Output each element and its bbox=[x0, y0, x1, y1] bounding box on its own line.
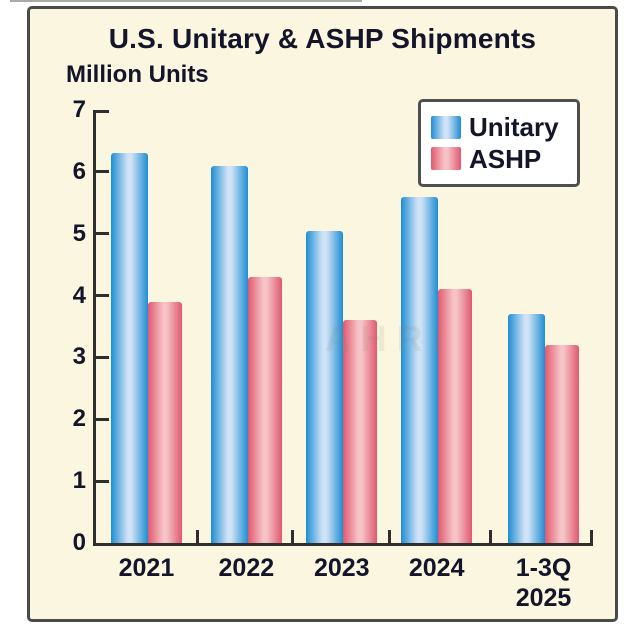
x-axis-end-tick bbox=[590, 530, 593, 543]
bar-ashp-1 bbox=[247, 277, 282, 543]
chart-title: U.S. Unitary & ASHP Shipments bbox=[108, 23, 537, 54]
ashp-swatch bbox=[431, 147, 461, 171]
y-tick-label: 0 bbox=[72, 529, 86, 556]
bar-group bbox=[306, 110, 378, 543]
legend-label-unitary: Unitary bbox=[469, 112, 559, 142]
x-axis-label: 2021 bbox=[118, 554, 175, 582]
legend-label-ashp: ASHP bbox=[469, 143, 542, 174]
legend-item-ashp: ASHP bbox=[431, 143, 567, 174]
y-tick-label: 2 bbox=[72, 405, 86, 433]
bar-group bbox=[401, 110, 473, 543]
x-axis-separator-tick bbox=[489, 530, 493, 543]
chart-panel: U.S. Unitary & ASHP Shipments Million Un… bbox=[27, 6, 618, 622]
y-axis-tick bbox=[96, 294, 109, 298]
top-edge-artifact bbox=[10, 0, 362, 2]
bar-group bbox=[210, 110, 282, 543]
y-tick-label: 3 bbox=[72, 343, 86, 371]
x-axis-separator-tick bbox=[195, 530, 199, 543]
y-tick-label: 6 bbox=[72, 157, 86, 185]
y-tick-label: 7 bbox=[72, 96, 86, 123]
y-axis-tick bbox=[96, 479, 109, 483]
x-axis-label: 2022 bbox=[218, 554, 275, 582]
bar-group bbox=[110, 110, 182, 543]
y-axis-tick bbox=[96, 170, 109, 174]
bar-unitary-4 bbox=[508, 314, 545, 543]
x-axis-separator-tick bbox=[290, 530, 294, 543]
y-axis-tick bbox=[96, 355, 109, 359]
legend: Unitary ASHP bbox=[418, 99, 580, 188]
y-axis-tick bbox=[96, 110, 109, 113]
plot-area: AHRI 0 1 2 3 4 5 6 7 2021 2022 2023 2024 1-3Q 2025 bbox=[73, 97, 593, 612]
bar-ashp-0 bbox=[147, 301, 182, 543]
y-axis-tick bbox=[96, 417, 109, 421]
bar-group bbox=[508, 110, 580, 543]
bar-unitary-1 bbox=[210, 165, 248, 543]
bar-ashp-4 bbox=[544, 345, 580, 543]
bar-unitary-2 bbox=[306, 230, 344, 543]
bar-ashp-3 bbox=[438, 289, 473, 543]
unitary-swatch bbox=[431, 115, 461, 139]
y-axis-unit-label: Million Units bbox=[66, 61, 209, 88]
x-axis-label: 2024 bbox=[408, 554, 465, 582]
y-axis-tick bbox=[96, 232, 109, 236]
bar-ashp-2 bbox=[343, 320, 378, 543]
y-tick-label: 4 bbox=[72, 281, 86, 309]
y-tick-label: 5 bbox=[72, 219, 86, 247]
bar-unitary-0 bbox=[110, 153, 148, 543]
bar-unitary-3 bbox=[401, 196, 439, 543]
x-axis-separator-tick bbox=[388, 530, 392, 543]
x-axis-label: 2023 bbox=[313, 554, 370, 582]
y-tick-label: 1 bbox=[72, 467, 86, 495]
legend-item-unitary: Unitary bbox=[431, 113, 567, 142]
x-axis-label: 1-3Q 2025 bbox=[515, 554, 572, 612]
